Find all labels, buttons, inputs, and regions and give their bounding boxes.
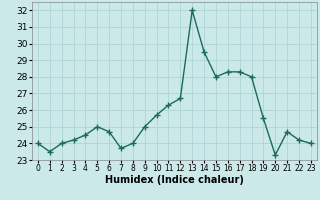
X-axis label: Humidex (Indice chaleur): Humidex (Indice chaleur) [105, 175, 244, 185]
